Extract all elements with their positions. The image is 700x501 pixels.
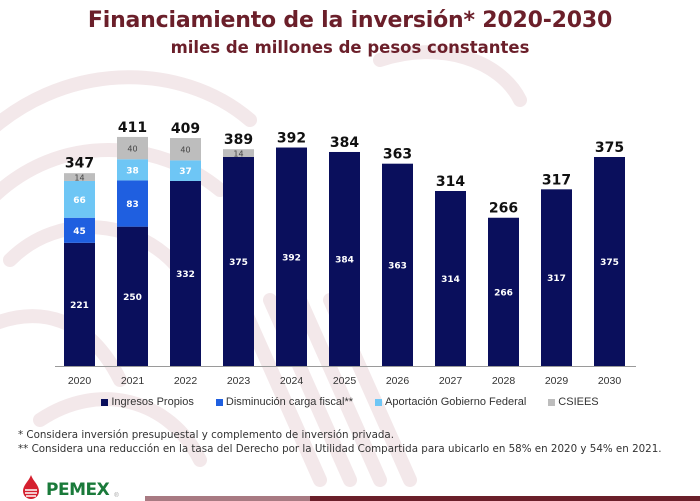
chart-title: Financiamiento de la inversión* 2020-203… xyxy=(87,8,613,33)
footnotes: * Considera inversión presupuestal y com… xyxy=(18,428,662,456)
bar-segment-disminucion-carga-fiscal-2021 xyxy=(117,180,148,227)
legend-swatch xyxy=(215,398,223,406)
bar-segment-ingresos-propios-2028 xyxy=(488,217,519,366)
legend-label: CSIEES xyxy=(558,396,599,408)
x-tick-label-2028: 2028 xyxy=(492,375,516,387)
data-label-disminucion-carga-fiscal-2020: 45 xyxy=(73,227,86,237)
legend-swatch xyxy=(101,398,109,406)
bar-segment-ingresos-propios-2021 xyxy=(117,226,148,366)
data-label-ingresos-propios-2030: 375 xyxy=(600,258,619,268)
legend-label: Aportación Gobierno Federal xyxy=(385,396,527,408)
x-tick-label-2029: 2029 xyxy=(545,375,569,387)
bar-segment-ingresos-propios-2020 xyxy=(64,242,95,366)
total-label-2030: 375 xyxy=(595,140,624,156)
total-label-2029: 317 xyxy=(542,172,571,188)
data-label-csiees-2022: 40 xyxy=(180,146,190,155)
legend-label: Disminución carga fiscal** xyxy=(225,396,354,408)
data-label-ingresos-propios-2029: 317 xyxy=(547,274,566,284)
data-label-csiees-2021: 40 xyxy=(127,145,137,154)
total-label-2021: 411 xyxy=(118,120,147,136)
bar-segment-ingresos-propios-2029 xyxy=(541,189,572,366)
bar-segment-aportacion-gobierno-federal-2021 xyxy=(117,159,148,181)
bar-segment-csiees-2023 xyxy=(223,149,254,157)
total-label-2028: 266 xyxy=(489,201,518,217)
footnote-1: * Considera inversión presupuestal y com… xyxy=(18,429,394,441)
pemex-logo-text: PEMEX xyxy=(46,480,110,500)
x-tick-label-2026: 2026 xyxy=(386,375,410,387)
legend-swatch xyxy=(375,398,383,406)
data-label-ingresos-propios-2027: 314 xyxy=(441,275,460,285)
data-label-csiees-2020: 14 xyxy=(74,174,84,183)
bar-segment-aportacion-gobierno-federal-2020 xyxy=(64,180,95,218)
x-tick-label-2023: 2023 xyxy=(227,375,251,387)
data-label-ingresos-propios-2020: 221 xyxy=(70,301,89,311)
registered-mark: ® xyxy=(114,493,119,499)
x-tick-label-2027: 2027 xyxy=(439,375,463,387)
bar-segment-aportacion-gobierno-federal-2022 xyxy=(170,160,201,181)
total-label-2027: 314 xyxy=(436,174,465,190)
bar-segment-ingresos-propios-2023 xyxy=(223,157,254,366)
legend-item-csiees: CSIEES xyxy=(548,396,599,408)
legend-item-aportacion-gobierno-federal: Aportación Gobierno Federal xyxy=(375,396,526,408)
total-label-2023: 389 xyxy=(224,132,253,148)
data-label-aportacion-gobierno-federal-2020: 66 xyxy=(73,196,86,206)
stacked-bar-chart: 221 45 66 14 347 2020 250 83 38 40 411 2021 332 37 40 4… xyxy=(55,120,636,387)
data-label-csiees-2023: 14 xyxy=(233,150,243,159)
data-label-aportacion-gobierno-federal-2022: 37 xyxy=(179,167,192,177)
total-label-2025: 384 xyxy=(330,135,359,151)
legend-label: Ingresos Propios xyxy=(111,396,194,408)
pemex-logo: PEMEX ® xyxy=(20,475,119,499)
bar-segment-ingresos-propios-2024 xyxy=(276,147,307,366)
total-label-2026: 363 xyxy=(383,147,412,163)
total-label-2024: 392 xyxy=(277,131,306,147)
bar-segment-ingresos-propios-2026 xyxy=(382,163,413,366)
footer-bar-dark xyxy=(310,496,700,501)
x-tick-label-2022: 2022 xyxy=(174,375,198,387)
pemex-eagle-drop-icon xyxy=(23,475,39,499)
data-label-ingresos-propios-2025: 384 xyxy=(335,255,354,265)
bar-segment-csiees-2022 xyxy=(170,138,201,161)
chart-legend: Ingresos Propios Disminución carga fisca… xyxy=(0,396,700,408)
bar-segment-csiees-2020 xyxy=(64,173,95,181)
x-tick-label-2030: 2030 xyxy=(598,375,622,387)
total-label-2020: 347 xyxy=(65,156,94,172)
legend-item-ingresos-propios: Ingresos Propios xyxy=(101,396,194,408)
data-label-ingresos-propios-2023: 375 xyxy=(229,258,248,268)
x-tick-label-2025: 2025 xyxy=(333,375,357,387)
data-label-ingresos-propios-2026: 363 xyxy=(388,261,407,271)
bar-segment-ingresos-propios-2027 xyxy=(435,190,466,366)
data-label-ingresos-propios-2021: 250 xyxy=(123,293,142,303)
chart-subtitle: miles de millones de pesos constantes xyxy=(170,38,530,57)
data-label-ingresos-propios-2028: 266 xyxy=(494,288,513,298)
bar-segment-csiees-2021 xyxy=(117,136,148,160)
x-tick-label-2020: 2020 xyxy=(68,375,92,387)
data-label-ingresos-propios-2022: 332 xyxy=(176,270,195,280)
data-label-ingresos-propios-2024: 392 xyxy=(282,253,301,263)
data-label-disminucion-carga-fiscal-2021: 83 xyxy=(126,200,139,210)
footer-bar-light xyxy=(145,496,310,501)
x-tick-label-2021: 2021 xyxy=(121,375,145,387)
bar-segment-ingresos-propios-2022 xyxy=(170,180,201,366)
bar-segment-ingresos-propios-2030 xyxy=(594,157,625,366)
bar-segment-disminucion-carga-fiscal-2020 xyxy=(64,217,95,243)
footnote-2: ** Considera una reducción en la tasa de… xyxy=(18,443,662,455)
total-label-2022: 409 xyxy=(171,121,200,137)
x-tick-label-2024: 2024 xyxy=(280,375,304,387)
data-label-aportacion-gobierno-federal-2021: 38 xyxy=(126,166,139,176)
bar-segment-ingresos-propios-2025 xyxy=(329,151,360,366)
legend-swatch xyxy=(548,398,556,406)
legend-item-disminucion-carga-fiscal: Disminución carga fiscal** xyxy=(215,396,354,408)
